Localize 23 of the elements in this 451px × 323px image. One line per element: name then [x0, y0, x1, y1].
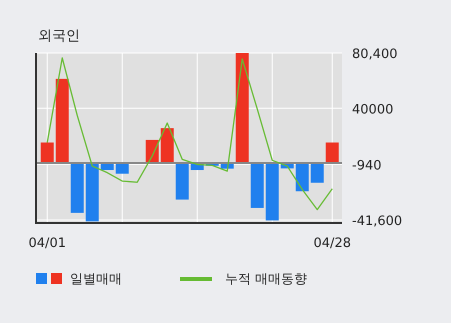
bar: [326, 142, 339, 164]
bar: [40, 142, 54, 164]
y-tick-label: -940: [352, 158, 382, 174]
y-tick-label: 40000: [352, 102, 394, 118]
bar: [160, 128, 174, 164]
bar: [296, 163, 309, 192]
legend-label: 누적 매매동향: [225, 272, 308, 287]
line-series: [46, 57, 333, 210]
chart-title: 외국인: [38, 28, 80, 44]
x-tick-label: 04/01: [28, 236, 66, 251]
legend-일별매매: 일별매매: [36, 272, 122, 287]
y-tick-label: -41,600: [352, 214, 402, 229]
bar: [70, 163, 84, 213]
bar: [310, 163, 324, 183]
bar: [250, 163, 264, 208]
x-tick-label: 04/28: [314, 236, 351, 251]
bar: [266, 163, 279, 220]
bar: [236, 53, 249, 164]
bar: [86, 163, 99, 222]
bar: [56, 78, 69, 164]
bar: [176, 163, 189, 200]
y-tick-label: 80,400: [352, 47, 398, 62]
legend-label: 일별매매: [70, 272, 122, 287]
